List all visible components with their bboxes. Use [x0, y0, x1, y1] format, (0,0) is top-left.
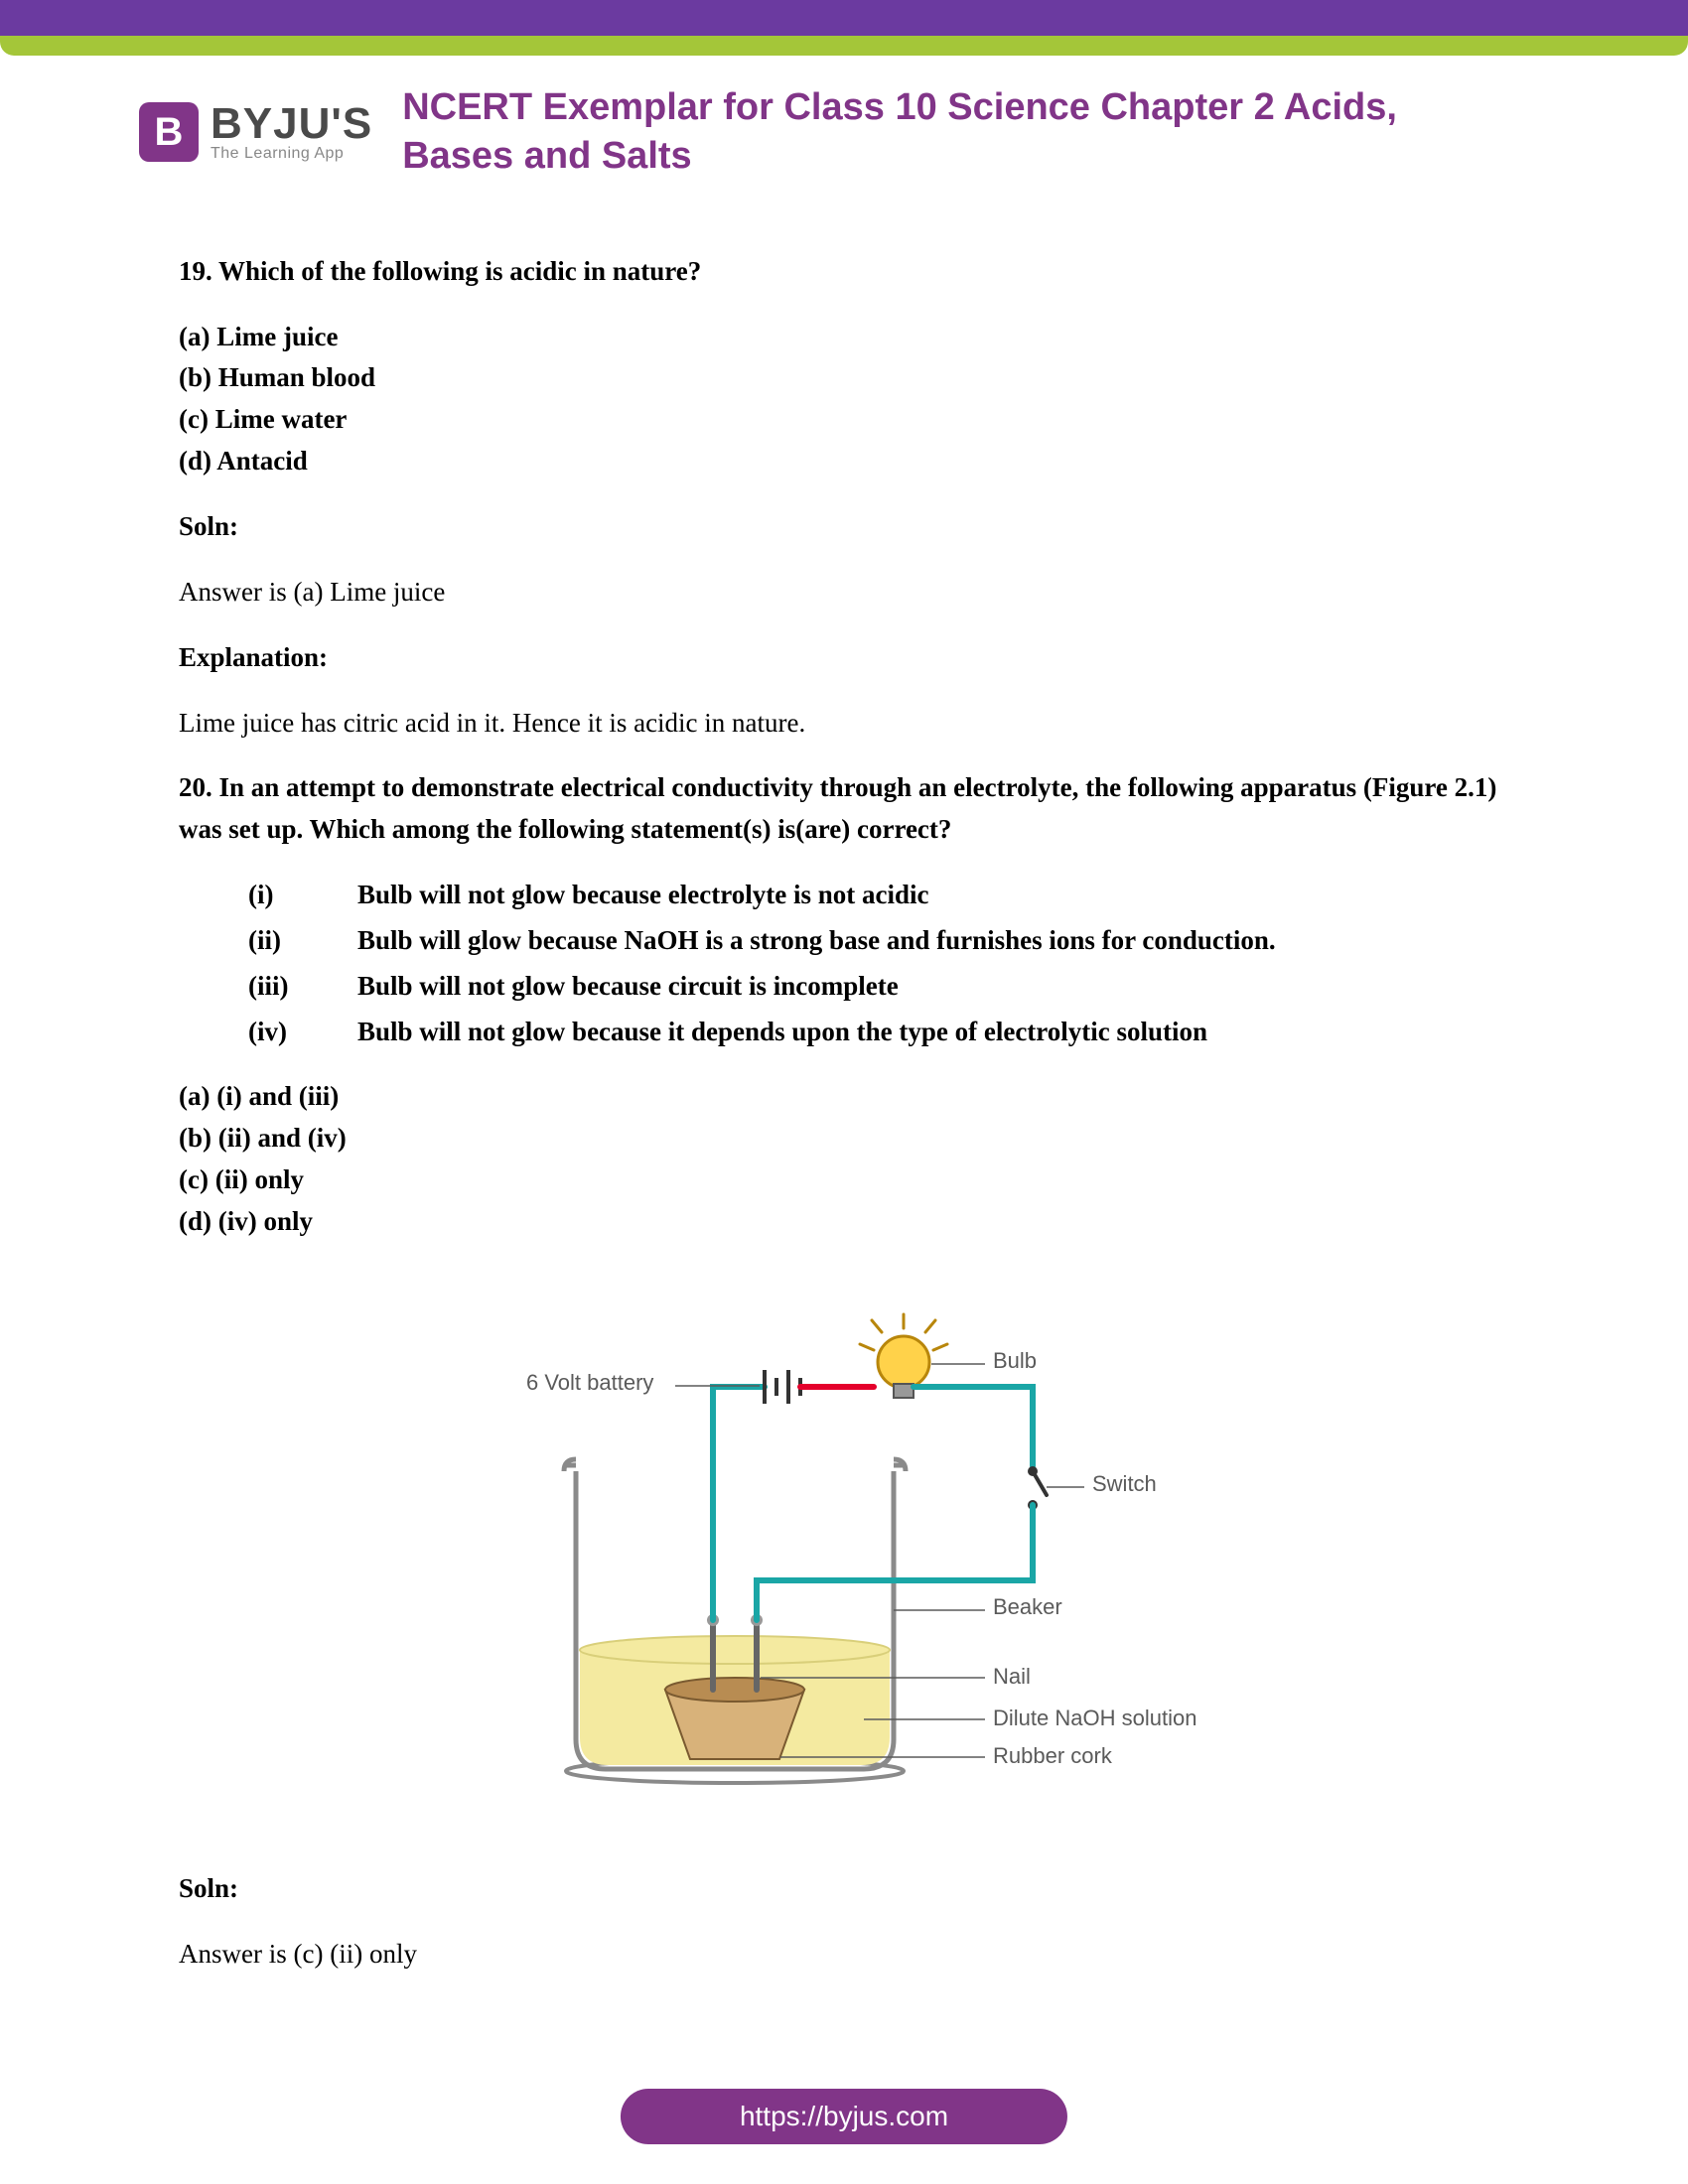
roman-num: (iii)	[248, 966, 357, 1008]
q20-opt-c: (c) (ii) only	[179, 1160, 1509, 1201]
roman-text: Bulb will glow because NaOH is a strong …	[357, 920, 1276, 962]
q20-opt-b: (b) (ii) and (iv)	[179, 1118, 1509, 1160]
q20-opt-d: (d) (iv) only	[179, 1201, 1509, 1243]
header: B BYJU'S The Learning App NCERT Exemplar…	[0, 56, 1688, 192]
svg-text:Rubber cork: Rubber cork	[993, 1743, 1113, 1768]
roman-num: (i)	[248, 875, 357, 916]
top-bar-purple	[0, 0, 1688, 36]
logo-icon: B	[139, 102, 199, 162]
svg-text:Beaker: Beaker	[993, 1594, 1062, 1619]
svg-text:Bulb: Bulb	[993, 1348, 1037, 1373]
roman-text: Bulb will not glow because electrolyte i…	[357, 875, 928, 916]
brand-logo: B BYJU'S The Learning App	[139, 102, 372, 162]
q19-opt-b: (b) Human blood	[179, 357, 1509, 399]
q19-opt-d: (d) Antacid	[179, 441, 1509, 482]
q20-answer: Answer is (c) (ii) only	[179, 1934, 1509, 1976]
content: 19. Which of the following is acidic in …	[0, 192, 1688, 1976]
q19-opt-c: (c) Lime water	[179, 399, 1509, 441]
svg-text:Switch: Switch	[1092, 1471, 1157, 1496]
svg-text:Dilute NaOH solution: Dilute NaOH solution	[993, 1706, 1196, 1730]
q20-roman-list: (i)Bulb will not glow because electrolyt…	[179, 875, 1509, 1052]
q19-prompt: 19. Which of the following is acidic in …	[179, 251, 1509, 293]
roman-num: (ii)	[248, 920, 357, 962]
q20-soln-label: Soln:	[179, 1868, 1509, 1910]
apparatus-diagram: 6 Volt battery Bulb Switch Beaker Nail Dilute…	[179, 1293, 1509, 1809]
q20-opt-a: (a) (i) and (iii)	[179, 1076, 1509, 1118]
q19-expl: Lime juice has citric acid in it. Hence …	[179, 703, 1509, 745]
q19-opt-a: (a) Lime juice	[179, 317, 1509, 358]
q20-prompt: 20. In an attempt to demonstrate electri…	[179, 767, 1509, 851]
svg-text:6 Volt battery: 6 Volt battery	[526, 1370, 653, 1395]
top-bar-green	[0, 36, 1688, 56]
roman-text: Bulb will not glow because it depends up…	[357, 1012, 1207, 1053]
q19-expl-label: Explanation:	[179, 637, 1509, 679]
brand-tagline: The Learning App	[211, 146, 372, 162]
brand-name: BYJU'S	[211, 102, 372, 146]
footer-url: https://byjus.com	[621, 2089, 1067, 2144]
q19-soln-label: Soln:	[179, 506, 1509, 548]
page-title: NCERT Exemplar for Class 10 Science Chap…	[402, 83, 1445, 182]
roman-text: Bulb will not glow because circuit is in…	[357, 966, 899, 1008]
q19-answer: Answer is (a) Lime juice	[179, 572, 1509, 614]
svg-text:Nail: Nail	[993, 1664, 1031, 1689]
roman-num: (iv)	[248, 1012, 357, 1053]
